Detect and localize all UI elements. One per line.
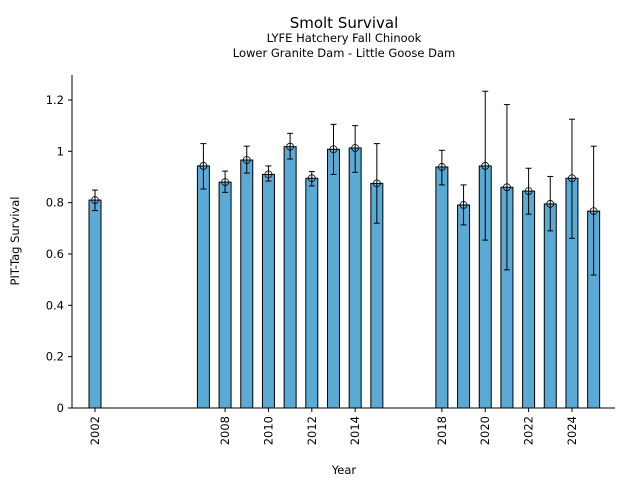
error-bars-group bbox=[91, 90, 598, 276]
x-axis-label: Year bbox=[331, 463, 357, 477]
bar-2010 bbox=[261, 173, 275, 409]
x-tick-label: 2018 bbox=[435, 416, 449, 445]
bar-2023 bbox=[543, 203, 557, 409]
x-tick-label: 2022 bbox=[522, 416, 536, 445]
point-marker-2023 bbox=[546, 200, 555, 208]
x-tick-label: 2020 bbox=[478, 416, 492, 445]
point-marker-2009 bbox=[242, 156, 251, 164]
y-tick-label: 0.2 bbox=[46, 350, 64, 364]
x-tick-label: 2010 bbox=[261, 416, 275, 445]
bar-2008 bbox=[218, 181, 232, 409]
bar-2019 bbox=[457, 204, 471, 409]
axes-group: 0 0.2 0.4 0.6 0.8 1 1.2 2002 2008 2010 2012 2014 201… bbox=[46, 75, 615, 445]
point-marker-2013 bbox=[329, 145, 338, 154]
chart-subtitle: LYFE Hatchery Fall Chinook bbox=[267, 31, 422, 45]
point-marker-2015 bbox=[372, 179, 381, 188]
point-marker-2008 bbox=[221, 178, 229, 187]
x-tick-label: 2012 bbox=[305, 416, 319, 445]
bar-2014 bbox=[348, 147, 362, 409]
bar-2022 bbox=[522, 190, 536, 409]
y-tick-label: 0 bbox=[57, 401, 64, 415]
bar-2012 bbox=[305, 177, 319, 409]
y-tick-label: 1.2 bbox=[46, 93, 64, 107]
point-marker-2002 bbox=[91, 196, 99, 204]
bar-2018 bbox=[435, 166, 449, 409]
y-tick-label: 0.4 bbox=[46, 298, 64, 312]
y-tick-label: 0.6 bbox=[46, 247, 64, 261]
x-tick-label: 2024 bbox=[565, 416, 579, 445]
bar-2013 bbox=[326, 148, 340, 409]
point-marker-2012 bbox=[307, 174, 316, 183]
x-tick-label: 2014 bbox=[348, 416, 362, 445]
bar-2007 bbox=[196, 165, 210, 409]
point-marker-2022 bbox=[524, 187, 533, 195]
chart-subtitle-2: Lower Granite Dam - Little Goose Dam bbox=[233, 46, 455, 60]
point-marker-2011 bbox=[286, 142, 295, 151]
y-tick-label: 1 bbox=[57, 144, 64, 158]
x-tick-label: 2008 bbox=[218, 416, 232, 445]
point-marker-2018 bbox=[437, 163, 446, 171]
point-marker-2019 bbox=[459, 201, 468, 209]
bar-2002 bbox=[88, 199, 102, 409]
chart-title: Smolt Survival bbox=[290, 14, 399, 32]
point-marker-2024 bbox=[568, 174, 576, 183]
point-marker-2020 bbox=[481, 162, 490, 170]
point-marker-2021 bbox=[503, 183, 511, 192]
y-axis-label: PIT-Tag Survival bbox=[8, 197, 22, 286]
y-tick-label: 0.8 bbox=[46, 196, 64, 210]
point-marker-2025 bbox=[589, 207, 598, 216]
point-marker-2014 bbox=[351, 144, 360, 152]
bar-2011 bbox=[283, 146, 297, 409]
point-marker-2007 bbox=[199, 162, 208, 170]
bar-2009 bbox=[240, 159, 254, 409]
x-tick-label: 2002 bbox=[88, 416, 102, 445]
point-marker-2010 bbox=[264, 170, 273, 179]
bars-group bbox=[88, 146, 601, 409]
